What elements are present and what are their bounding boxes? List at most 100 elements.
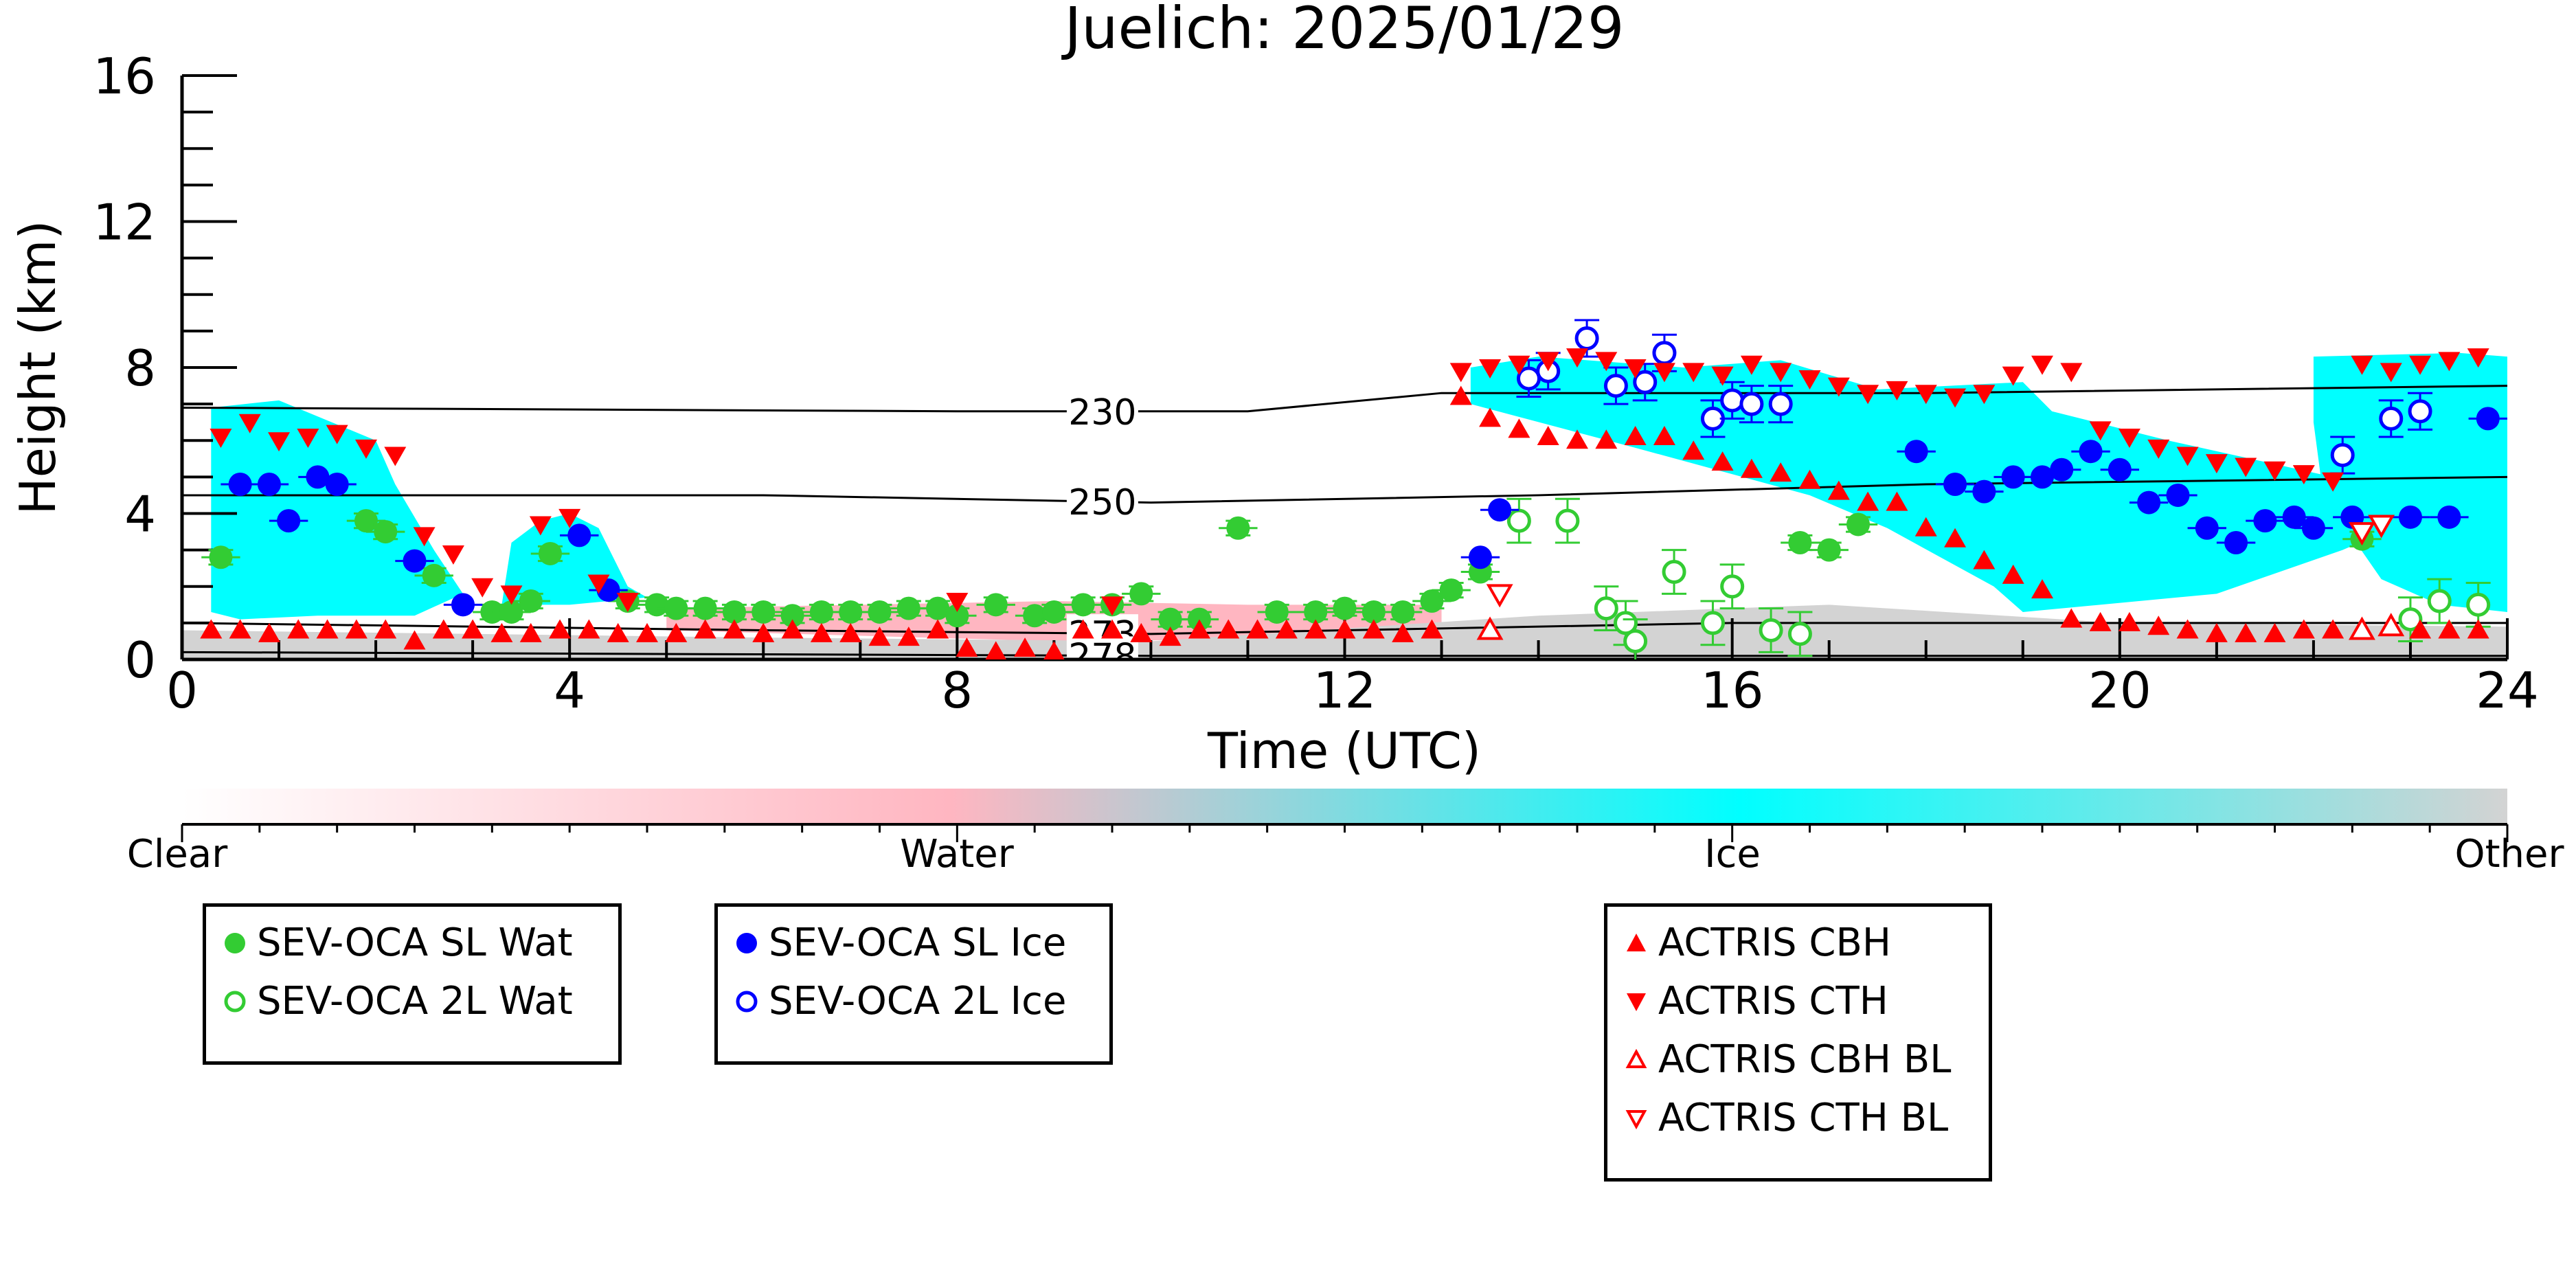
point-actris-cbh (1973, 550, 1996, 569)
legend-label: ACTRIS CTH BL (1658, 1096, 1949, 1140)
point-sev-oca-sl-wat (1846, 512, 1871, 536)
point-actris-cth (2147, 439, 2170, 459)
point-actris-cth (2089, 421, 2112, 441)
point-sev-oca-sl-wat (896, 596, 920, 620)
point-actris-cbh (781, 619, 804, 639)
point-actris-cth (587, 574, 610, 594)
x-tick-label: 4 (554, 662, 585, 719)
triangle-up-icon (1627, 934, 1646, 951)
point-sev-oca-2l-wat (1759, 618, 1783, 642)
point-actris-cbh (1537, 425, 1559, 445)
point-actris-cth (2205, 454, 2228, 474)
colorbar: Clear Water Ice Other (127, 789, 2564, 877)
legend-item-cbh: ACTRIS CBH (1621, 923, 1891, 964)
point-actris-cth (1449, 363, 1472, 383)
point-sev-oca-sl-wat (499, 600, 523, 624)
point-actris-cth (1711, 366, 1734, 386)
point-sev-oca-sl-wat (519, 589, 543, 613)
chart-title: Juelich: 2025/01/29 (1061, 0, 1625, 62)
point-actris-cbh (1653, 425, 1675, 445)
point-sev-oca-2l-wat (1594, 596, 1618, 621)
open-triangle-up-icon (1625, 1048, 1647, 1068)
point-actris-cbh (1682, 440, 1705, 460)
point-sev-oca-sl-wat (1420, 589, 1444, 613)
colorbar-label-water: Water (900, 832, 1015, 877)
point-sev-oca-sl-wat (1071, 593, 1095, 617)
point-actris-cbh (1595, 429, 1618, 449)
point-sev-oca-sl-wat (1817, 538, 1841, 562)
point-sev-oca-sl-ice (2398, 505, 2422, 529)
point-actris-cbh (2002, 564, 2024, 584)
legend-label: SEV-OCA SL Wat (257, 920, 573, 965)
point-actris-cbh (1246, 619, 1269, 639)
point-sev-oca-sl-ice (567, 523, 591, 547)
point-actris-cbh-bl (2348, 616, 2375, 640)
point-actris-cbh (1740, 458, 1763, 478)
point-actris-cbh (1566, 429, 1588, 449)
colorbar-label-other: Other (2454, 832, 2564, 877)
point-actris-cth (1682, 363, 1705, 383)
point-sev-oca-sl-wat (1129, 582, 1153, 606)
point-actris-cbh (1508, 418, 1530, 438)
point-sev-oca-sl-wat (1042, 600, 1066, 624)
point-actris-cth (1944, 388, 1967, 408)
point-actris-cbh (1188, 619, 1210, 639)
point-sev-oca-2l-ice (1739, 392, 1764, 416)
point-sev-oca-sl-ice (325, 473, 349, 496)
point-actris-cbh (665, 622, 688, 642)
point-sev-oca-sl-ice (2437, 505, 2461, 529)
point-actris-cth (354, 439, 377, 459)
point-actris-cth (2263, 461, 2286, 481)
point-sev-oca-2l-ice (1603, 374, 1628, 398)
point-sev-oca-sl-wat (538, 541, 562, 565)
point-actris-cbh-bl (2377, 613, 2405, 637)
point-actris-cth (1537, 352, 1559, 372)
point-actris-cth (2409, 355, 2432, 375)
point-sev-oca-sl-ice (228, 473, 252, 496)
x-axis-label: Time (UTC) (1207, 722, 1481, 780)
point-sev-oca-sl-ice (2195, 516, 2219, 540)
point-actris-cbh (1362, 619, 1385, 639)
point-sev-oca-2l-ice (1720, 388, 1745, 413)
point-sev-oca-sl-wat (780, 604, 804, 628)
point-sev-oca-sl-ice (277, 509, 301, 533)
point-actris-cbh (519, 622, 542, 642)
point-sev-oca-sl-wat (209, 545, 233, 569)
point-actris-cth (1914, 385, 1937, 405)
point-actris-cbh (2205, 622, 2228, 642)
point-actris-cth (529, 516, 552, 536)
isotherm-label: 250 (1068, 482, 1136, 523)
colorbar-label-clear: Clear (127, 832, 228, 877)
filled-circle-icon (225, 933, 245, 953)
y-tick-label: 16 (93, 47, 156, 105)
point-actris-cbh (1014, 637, 1037, 657)
x-tick-label: 0 (166, 662, 198, 719)
point-actris-cth (238, 414, 261, 433)
open-circle-icon (224, 991, 246, 1013)
y-axis-label: Height (km) (9, 221, 67, 515)
point-actris-cbh (723, 619, 745, 639)
point-sev-oca-sl-ice (2050, 457, 2074, 482)
point-sev-oca-2l-ice (1768, 392, 1793, 416)
point-actris-cbh (1304, 619, 1327, 639)
point-actris-cbh (2060, 608, 2083, 628)
legend-item-2l-ice: SEV-OCA 2L Ice (732, 981, 1066, 1022)
isotherm-label: 278 (1068, 636, 1136, 677)
legend-label: SEV-OCA 2L Ice (769, 979, 1067, 1024)
point-sev-oca-sl-ice (2137, 490, 2161, 515)
point-sev-oca-2l-ice (2379, 406, 2404, 431)
point-actris-cbh (2235, 622, 2257, 642)
point-actris-cbh (1770, 462, 1792, 482)
point-actris-cbh (1421, 619, 1443, 639)
point-actris-cbh (432, 619, 455, 639)
point-actris-cth (616, 593, 639, 612)
legend-label: SEV-OCA SL Ice (769, 920, 1067, 965)
point-actris-cbh (1392, 622, 1414, 642)
point-actris-cbh (607, 622, 629, 642)
point-actris-cbh (1333, 619, 1356, 639)
point-actris-cth (2002, 366, 2024, 386)
point-actris-cbh (868, 626, 891, 646)
point-actris-cth (946, 593, 969, 612)
point-actris-cth (1770, 363, 1792, 383)
